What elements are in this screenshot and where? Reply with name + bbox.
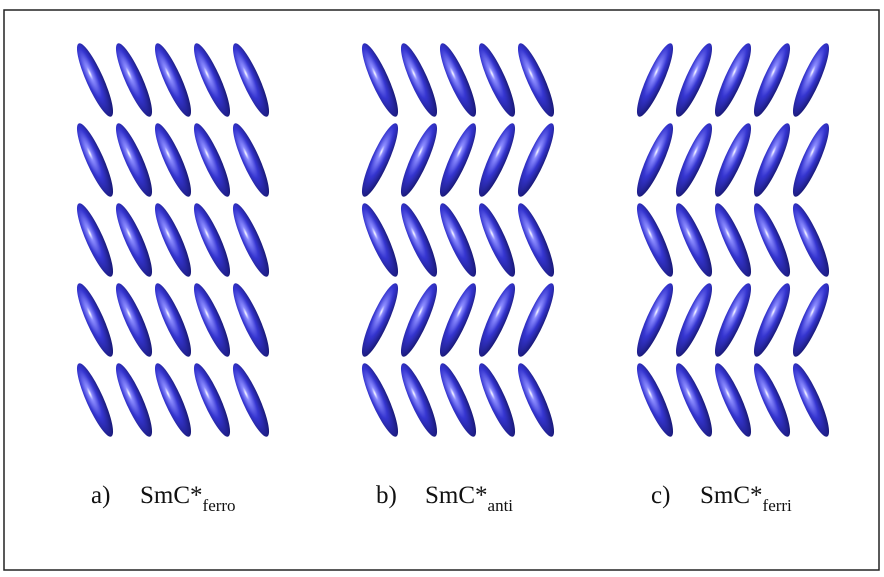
figure: a)SmC*ferrob)SmC*antic)SmC*ferri [0,0,884,577]
phase-subscript: anti [488,496,514,515]
panel-letter: c) [651,482,670,509]
panel-letter: a) [91,482,110,509]
phase-subscript: ferri [763,496,793,515]
phase-subscript: ferro [203,496,236,515]
phase-name: SmC* [700,482,763,509]
phase-name: SmC* [425,482,488,509]
phase-name: SmC* [140,482,203,509]
panel-letter: b) [376,482,397,509]
